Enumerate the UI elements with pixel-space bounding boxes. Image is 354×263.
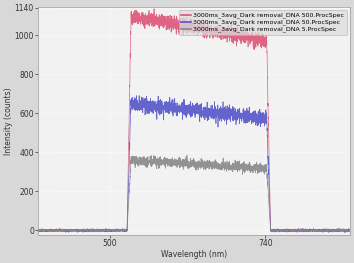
Y-axis label: Intensity (counts): Intensity (counts) [4,87,13,155]
Legend: 3000ms_3avg_Dark removal_DNA 500.ProcSpec, 3000ms_3avg_Dark removal_DNA 50.ProcS: 3000ms_3avg_Dark removal_DNA 500.ProcSpe… [179,10,347,35]
X-axis label: Wavelength (nm): Wavelength (nm) [161,250,227,259]
